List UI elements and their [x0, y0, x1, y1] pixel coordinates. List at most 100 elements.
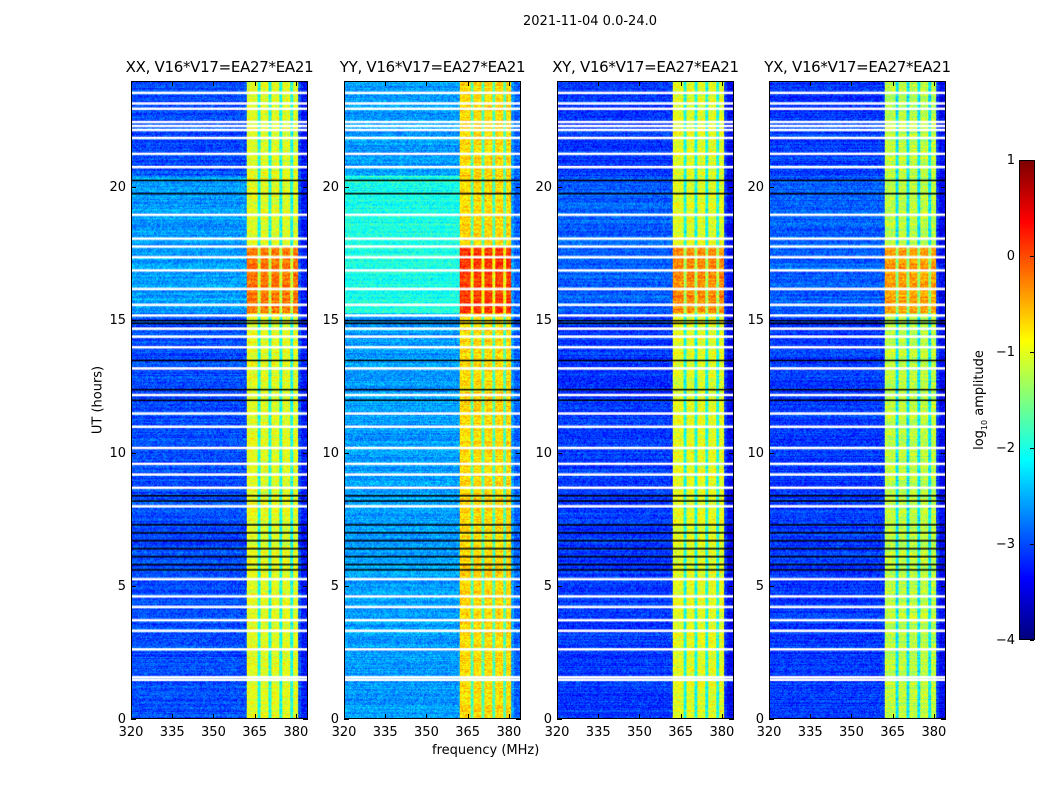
x-tick-mark: [254, 714, 256, 719]
colorbar-label-sub: 10: [979, 419, 989, 431]
x-tick-label: 380: [496, 725, 522, 740]
x-tick-label: 365: [242, 725, 268, 740]
y-tick-mark: [769, 586, 774, 588]
panel-title: YX, V16*V17=EA27*EA21: [764, 58, 951, 76]
y-tick-mark: [729, 320, 734, 322]
y-tick-label: 10: [535, 445, 552, 461]
colorbar-tick-mark: [1030, 256, 1034, 257]
x-tick-mark: [557, 714, 558, 719]
y-tick-label: 5: [543, 578, 552, 594]
x-tick-label: 335: [585, 725, 611, 740]
heatmap-panel: [131, 81, 308, 719]
x-tick-label: 320: [756, 725, 782, 740]
y-tick-mark: [557, 320, 562, 322]
x-tick-mark: [467, 714, 469, 719]
x-tick-mark: [721, 714, 723, 719]
colorbar-tick-mark: [1030, 352, 1034, 353]
x-tick-label: 365: [880, 725, 906, 740]
x-tick-mark: [131, 81, 132, 86]
x-tick-mark: [426, 81, 428, 86]
y-tick-mark: [344, 320, 349, 322]
heatmap-panel: [769, 81, 946, 719]
y-tick-mark: [941, 453, 946, 455]
y-tick-mark: [941, 719, 946, 720]
colorbar-tick-label: 0: [1006, 248, 1015, 264]
y-tick-mark: [516, 586, 521, 588]
y-tick-label: 10: [322, 445, 339, 461]
y-tick-mark: [131, 453, 136, 455]
y-tick-mark: [769, 719, 774, 720]
y-tick-mark: [941, 320, 946, 322]
x-tick-label: 335: [372, 725, 398, 740]
x-tick-label: 320: [331, 725, 357, 740]
colorbar-label-main: log: [972, 430, 988, 450]
x-tick-mark: [851, 714, 853, 719]
heatmap-panel: [344, 81, 521, 719]
y-tick-mark: [941, 586, 946, 588]
x-tick-mark: [295, 714, 297, 719]
figure-title: 2021-11-04 0.0-24.0: [523, 14, 657, 29]
y-tick-mark: [516, 453, 521, 455]
y-tick-label: 15: [747, 312, 764, 328]
y-tick-mark: [344, 187, 349, 189]
y-tick-mark: [131, 719, 136, 720]
x-tick-mark: [810, 714, 812, 719]
y-tick-mark: [557, 453, 562, 455]
colorbar-tick-label: 1: [1006, 152, 1015, 168]
panel-title: YY, V16*V17=EA27*EA21: [339, 58, 526, 76]
y-tick-mark: [941, 187, 946, 189]
y-tick-mark: [303, 719, 308, 720]
y-tick-mark: [729, 719, 734, 720]
x-tick-label: 350: [414, 725, 439, 740]
heatmap-image: [345, 82, 520, 718]
y-tick-mark: [303, 320, 308, 322]
x-tick-mark: [851, 81, 853, 86]
y-tick-label: 0: [755, 711, 764, 727]
panel-title: XY, V16*V17=EA27*EA21: [552, 58, 739, 76]
x-tick-mark: [385, 81, 387, 86]
colorbar-tick-label: −4: [995, 632, 1015, 648]
y-tick-mark: [344, 453, 349, 455]
x-tick-label: 350: [201, 725, 226, 740]
x-tick-mark: [295, 81, 297, 86]
x-tick-label: 380: [283, 725, 309, 740]
x-tick-mark: [508, 714, 510, 719]
y-tick-mark: [131, 187, 136, 189]
y-tick-label: 5: [117, 578, 126, 594]
x-tick-mark: [557, 81, 558, 86]
y-tick-mark: [729, 586, 734, 588]
colorbar-tick-label: −2: [995, 440, 1015, 456]
x-tick-mark: [639, 81, 641, 86]
y-tick-mark: [729, 453, 734, 455]
y-tick-label: 20: [535, 179, 552, 195]
y-tick-mark: [557, 586, 562, 588]
x-tick-mark: [680, 714, 682, 719]
x-tick-label: 365: [668, 725, 694, 740]
y-tick-mark: [769, 453, 774, 455]
heatmap-image: [558, 82, 733, 718]
y-tick-label: 10: [747, 445, 764, 461]
x-tick-mark: [426, 714, 428, 719]
colorbar-tick-label: −3: [995, 536, 1015, 552]
x-tick-mark: [254, 81, 256, 86]
x-tick-label: 335: [797, 725, 823, 740]
colorbar-tick-mark: [1030, 160, 1034, 161]
y-tick-label: 0: [330, 711, 339, 727]
x-tick-label: 365: [455, 725, 481, 740]
y-tick-label: 10: [109, 445, 126, 461]
x-tick-mark: [344, 714, 345, 719]
x-tick-mark: [508, 81, 510, 86]
y-tick-label: 5: [755, 578, 764, 594]
y-tick-mark: [557, 187, 562, 189]
x-axis-label: frequency (MHz): [432, 743, 540, 758]
panel-title: XX, V16*V17=EA27*EA21: [125, 58, 314, 76]
y-tick-mark: [516, 320, 521, 322]
y-tick-label: 20: [109, 179, 126, 195]
y-tick-mark: [303, 453, 308, 455]
y-tick-mark: [344, 586, 349, 588]
x-tick-mark: [680, 81, 682, 86]
y-tick-mark: [769, 320, 774, 322]
colorbar-gradient: [1020, 161, 1034, 639]
x-tick-mark: [172, 714, 174, 719]
